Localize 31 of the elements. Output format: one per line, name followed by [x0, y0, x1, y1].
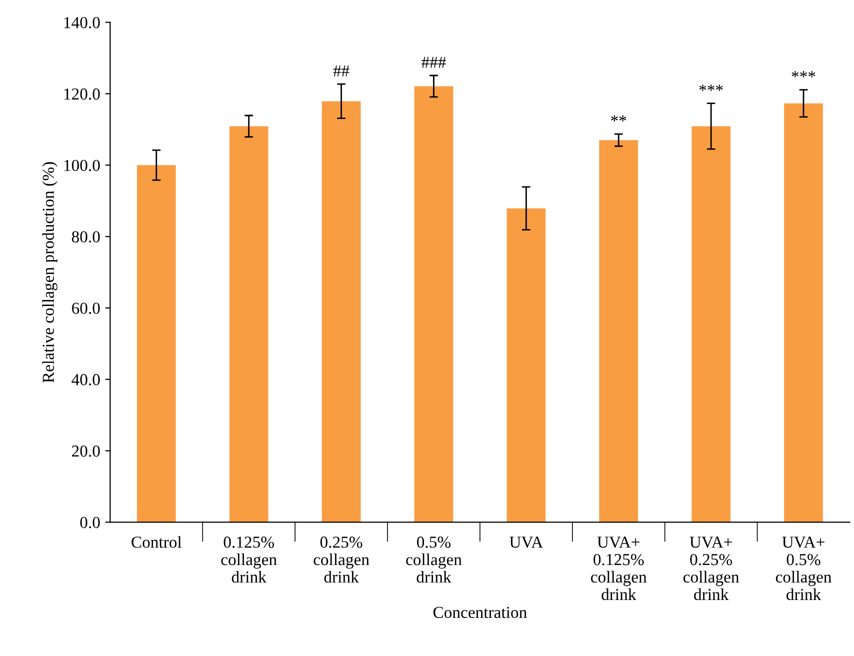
annotation: **: [611, 115, 626, 122]
bar: [506, 208, 546, 522]
x-tick-label: UVA+ 0.5% collagen drink: [776, 536, 832, 600]
bar: [322, 101, 361, 522]
y-tick-label: 80.0: [72, 231, 100, 243]
annotation: ***: [792, 71, 816, 78]
bar: [414, 86, 454, 522]
annotation: ###: [422, 56, 446, 68]
annotation: ***: [699, 84, 723, 91]
x-tick-label: 0.125% collagen drink: [221, 536, 277, 583]
x-tick-label: 0.5% collagen drink: [406, 536, 462, 583]
annotation: ##: [333, 65, 350, 76]
y-tick-label: 40.0: [72, 374, 100, 386]
y-tick-label: 0.0: [80, 516, 100, 528]
y-tick-label: 60.0: [72, 302, 100, 314]
bar: [229, 126, 268, 522]
bar: [599, 140, 638, 522]
x-tick-label: 0.25% collagen drink: [314, 536, 370, 583]
x-tick-label: Control: [132, 536, 182, 548]
x-tick-label: UVA+ 0.125% collagen drink: [591, 536, 647, 600]
y-tick-label: 140.0: [64, 17, 100, 28]
y-tick-label: 100.0: [64, 160, 100, 172]
bar: [784, 103, 823, 522]
bar: [136, 165, 176, 522]
x-axis-title: Concentration: [433, 606, 527, 618]
y-axis-title: Relative collagen production (%): [42, 162, 58, 383]
y-tick-label: 120.0: [64, 88, 100, 100]
x-tick-label: UVA+ 0.25% collagen drink: [683, 536, 740, 600]
y-tick-label: 20.0: [72, 445, 100, 457]
bar: [692, 126, 730, 522]
x-tick-label: UVA: [510, 536, 544, 548]
